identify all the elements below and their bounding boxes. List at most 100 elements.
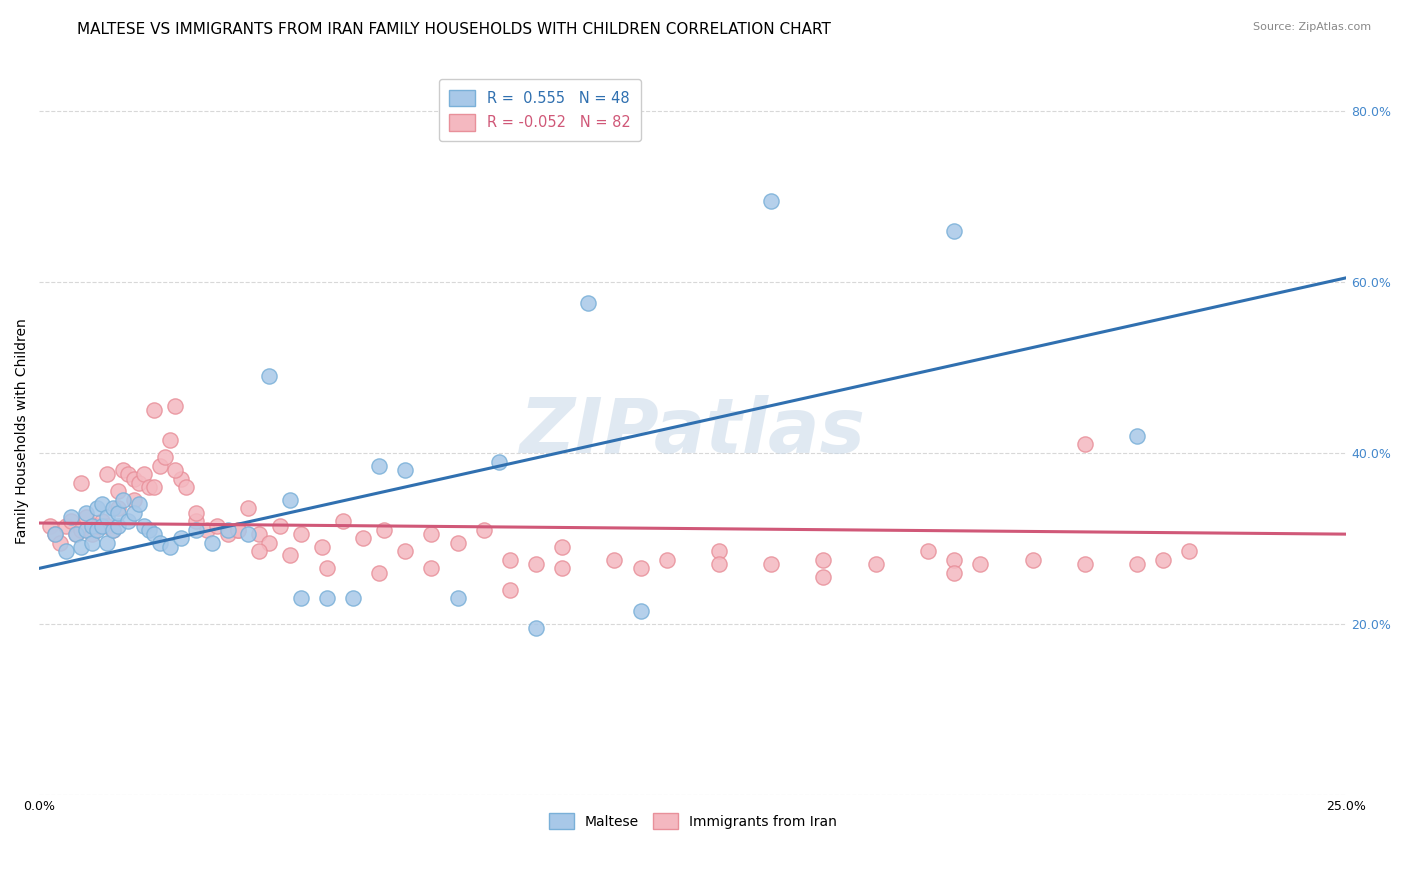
Point xyxy=(59,510,82,524)
Point xyxy=(316,561,339,575)
Point xyxy=(353,532,375,546)
Y-axis label: Family Households with Children: Family Households with Children xyxy=(15,318,30,544)
Point xyxy=(128,475,150,490)
Point xyxy=(472,523,495,537)
Point xyxy=(446,591,468,606)
Point xyxy=(122,506,145,520)
Point xyxy=(70,540,93,554)
Point xyxy=(1074,557,1097,571)
Point xyxy=(86,501,108,516)
Point xyxy=(153,450,176,465)
Point xyxy=(368,566,391,580)
Point xyxy=(169,532,191,546)
Point xyxy=(80,518,103,533)
Point xyxy=(332,514,354,528)
Point xyxy=(290,527,312,541)
Point xyxy=(1074,437,1097,451)
Point xyxy=(159,433,181,447)
Point xyxy=(420,561,443,575)
Point xyxy=(86,518,108,533)
Point xyxy=(80,535,103,549)
Point xyxy=(101,501,124,516)
Point xyxy=(149,535,172,549)
Point xyxy=(96,535,118,549)
Point xyxy=(1126,557,1149,571)
Point xyxy=(138,480,160,494)
Point xyxy=(226,523,249,537)
Point xyxy=(943,224,966,238)
Point xyxy=(49,535,72,549)
Point xyxy=(70,523,93,537)
Point xyxy=(394,544,416,558)
Point xyxy=(551,540,574,554)
Point xyxy=(132,518,155,533)
Point xyxy=(112,463,135,477)
Point xyxy=(269,518,291,533)
Point xyxy=(278,549,301,563)
Point xyxy=(65,527,87,541)
Legend: Maltese, Immigrants from Iran: Maltese, Immigrants from Iran xyxy=(543,808,842,835)
Point xyxy=(101,523,124,537)
Point xyxy=(759,194,782,208)
Point xyxy=(630,604,652,618)
Text: MALTESE VS IMMIGRANTS FROM IRAN FAMILY HOUSEHOLDS WITH CHILDREN CORRELATION CHAR: MALTESE VS IMMIGRANTS FROM IRAN FAMILY H… xyxy=(77,22,831,37)
Point xyxy=(91,518,114,533)
Point xyxy=(117,467,139,482)
Point xyxy=(91,514,114,528)
Point xyxy=(186,523,208,537)
Point xyxy=(96,510,118,524)
Point xyxy=(149,458,172,473)
Point xyxy=(943,566,966,580)
Point xyxy=(38,518,60,533)
Point xyxy=(1021,553,1043,567)
Point xyxy=(107,484,129,499)
Point xyxy=(138,523,160,537)
Point xyxy=(368,458,391,473)
Point xyxy=(278,492,301,507)
Point xyxy=(420,527,443,541)
Point xyxy=(75,510,97,524)
Point xyxy=(238,501,260,516)
Point xyxy=(186,514,208,528)
Point xyxy=(107,501,129,516)
Point xyxy=(205,518,228,533)
Point xyxy=(122,492,145,507)
Point xyxy=(107,518,129,533)
Point xyxy=(75,523,97,537)
Point xyxy=(394,463,416,477)
Point xyxy=(217,523,239,537)
Point xyxy=(707,544,730,558)
Point xyxy=(524,557,547,571)
Point xyxy=(101,523,124,537)
Point xyxy=(195,523,218,537)
Point xyxy=(259,535,281,549)
Point xyxy=(373,523,395,537)
Point xyxy=(247,527,270,541)
Point xyxy=(524,621,547,635)
Point xyxy=(165,463,187,477)
Point xyxy=(446,535,468,549)
Point xyxy=(247,544,270,558)
Point xyxy=(159,540,181,554)
Text: Source: ZipAtlas.com: Source: ZipAtlas.com xyxy=(1253,22,1371,32)
Point xyxy=(80,527,103,541)
Point xyxy=(55,518,77,533)
Point xyxy=(290,591,312,606)
Point xyxy=(499,582,522,597)
Point xyxy=(813,570,835,584)
Point xyxy=(132,467,155,482)
Point xyxy=(96,518,118,533)
Point xyxy=(707,557,730,571)
Point xyxy=(44,527,66,541)
Point xyxy=(112,492,135,507)
Point xyxy=(813,553,835,567)
Point xyxy=(122,472,145,486)
Point xyxy=(86,523,108,537)
Point xyxy=(917,544,939,558)
Point xyxy=(65,527,87,541)
Point xyxy=(201,535,224,549)
Point xyxy=(1126,429,1149,443)
Point xyxy=(865,557,887,571)
Point xyxy=(128,497,150,511)
Point xyxy=(96,467,118,482)
